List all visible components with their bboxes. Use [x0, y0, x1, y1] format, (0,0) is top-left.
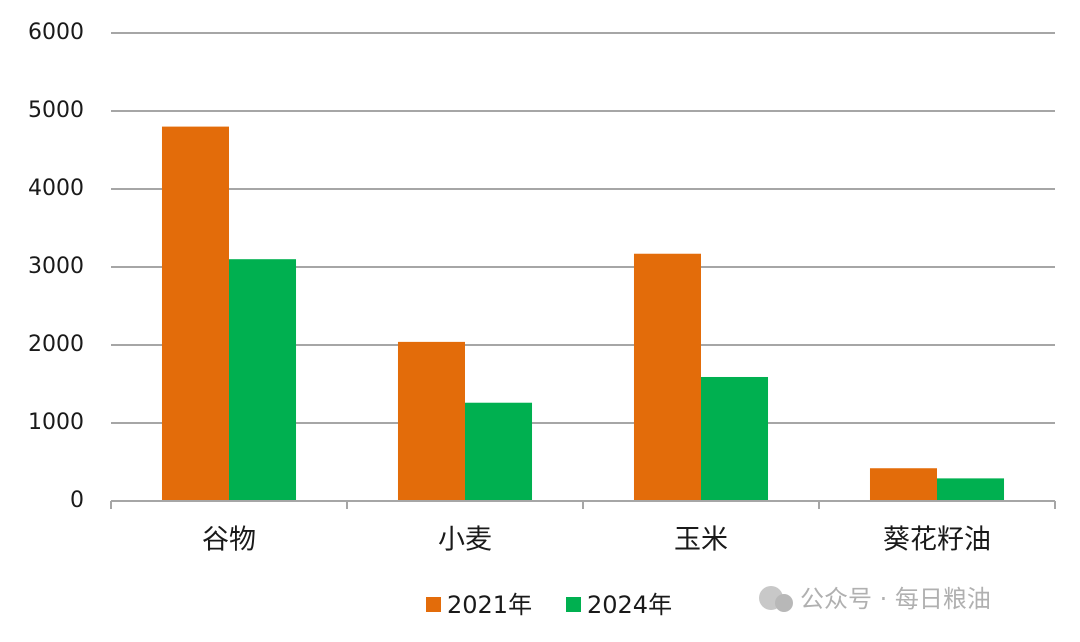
y-tick-label: 4000	[28, 176, 84, 201]
y-tick-label: 2000	[28, 332, 84, 357]
legend-swatch	[566, 597, 581, 612]
y-tick-label: 5000	[28, 98, 84, 123]
x-tick-label: 葵花籽油	[883, 525, 991, 556]
bar	[937, 478, 1005, 501]
bar	[397, 341, 465, 501]
legend-label: 2024年	[587, 591, 672, 619]
legend-label: 2021年	[447, 591, 532, 619]
x-tick-label: 小麦	[438, 525, 492, 556]
bar	[633, 253, 701, 501]
y-tick-label: 1000	[28, 410, 84, 435]
x-tick-label: 谷物	[202, 525, 256, 556]
bar	[869, 468, 937, 501]
y-tick-label: 0	[70, 488, 84, 513]
x-tick-label: 玉米	[674, 525, 728, 556]
bar	[229, 259, 297, 501]
y-tick-label: 3000	[28, 254, 84, 279]
watermark: 公众号 · 每日粮油	[800, 585, 991, 613]
y-tick-label: 6000	[28, 20, 84, 45]
bar	[701, 376, 769, 501]
bar	[161, 126, 229, 501]
bar	[465, 402, 533, 501]
watermark-icon	[775, 594, 793, 612]
legend-swatch	[426, 597, 441, 612]
